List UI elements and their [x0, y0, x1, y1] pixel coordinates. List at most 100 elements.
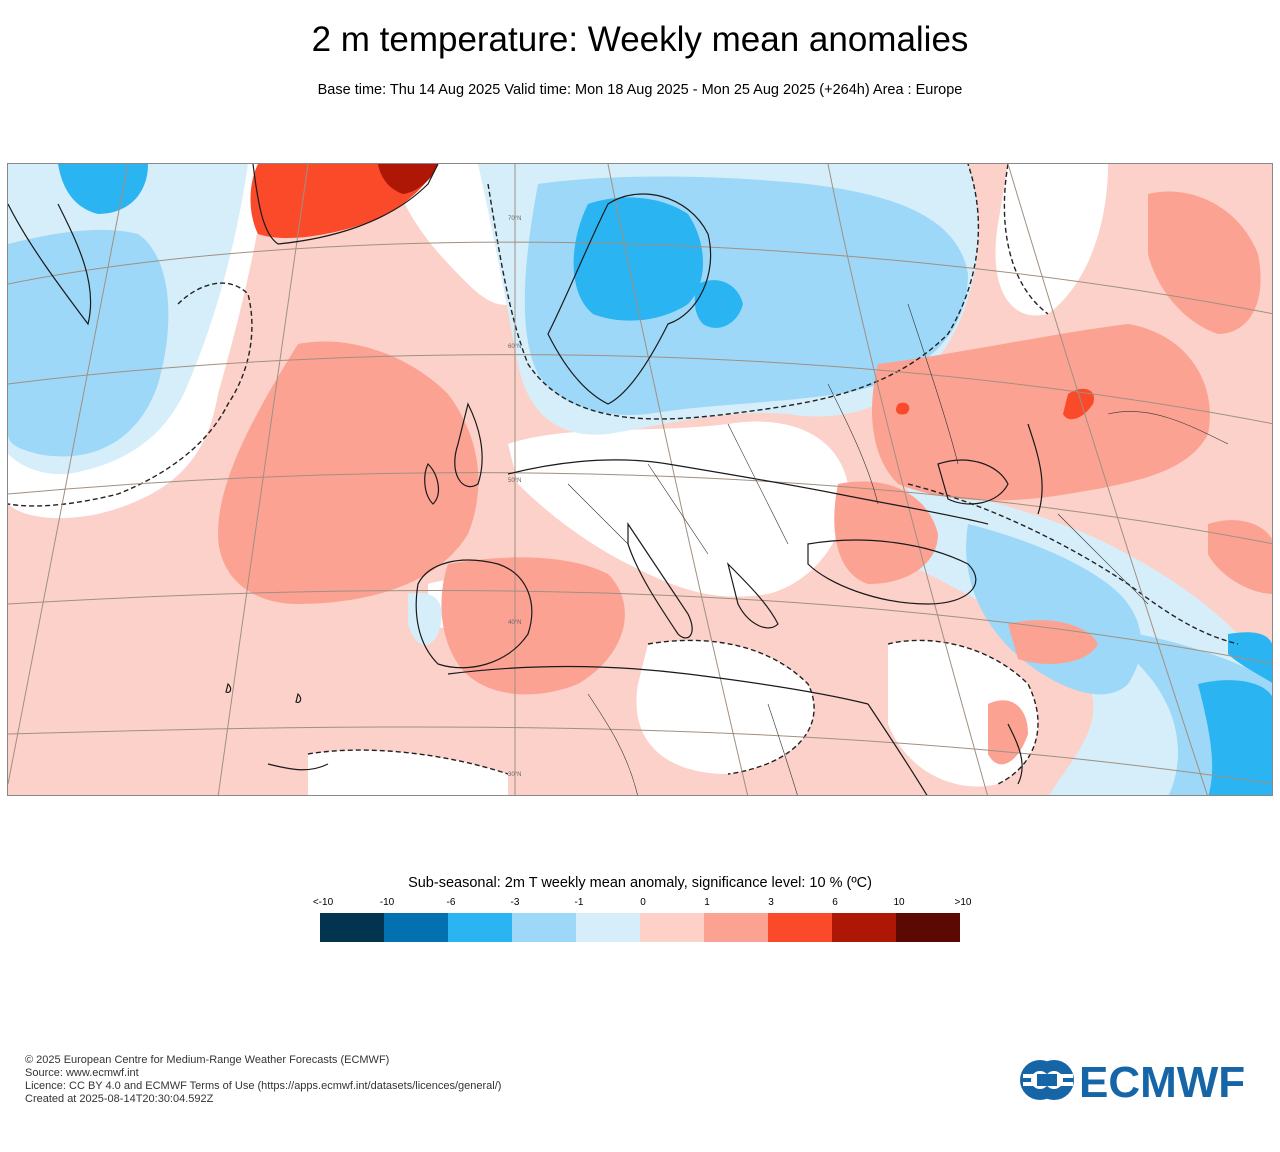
coast-caspian	[1027, 423, 1043, 515]
meridian-10w	[217, 164, 309, 795]
legend-swatch	[832, 913, 896, 942]
red-zone-iberia-med	[441, 557, 625, 695]
coast-canada	[8, 203, 92, 326]
coast-north-europe	[507, 459, 989, 525]
meridian-20e	[827, 164, 988, 795]
legend-colorbar	[320, 913, 960, 942]
meridian-10e	[607, 164, 749, 795]
strongred-zone-spot	[895, 402, 910, 415]
legend-swatch	[896, 913, 960, 942]
legend-swatch	[320, 913, 384, 942]
legend-ticks: <-10 -10 -6 -3 -1 0 1 3 6 10 >10	[0, 897, 1280, 911]
strongblue-zone-finland	[694, 280, 743, 328]
footer: © 2025 European Centre for Medium-Range …	[25, 1054, 501, 1106]
red-zone-northeast	[1148, 191, 1261, 334]
border-e	[907, 303, 959, 465]
legend-tick-label: >10	[954, 897, 972, 908]
footer-licence: Licence: CC BY 4.0 and ECMWF Terms of Us…	[25, 1080, 502, 1092]
legend-tick-label: -1	[574, 897, 584, 908]
legend-swatch	[576, 913, 640, 942]
legend-tick-label: <-10	[312, 897, 334, 908]
contour-south	[307, 749, 509, 775]
ecmwf-logo: ECMWF	[1017, 1057, 1257, 1107]
legend-swatch	[384, 913, 448, 942]
border-i	[767, 703, 798, 795]
map-svg: 70°N 60°N 50°N 40°N 30°N	[8, 164, 1272, 795]
darkred-zone-greenland	[378, 164, 438, 194]
legend-swatch	[704, 913, 768, 942]
coast-iberia	[415, 559, 533, 669]
red-zone-russia-kazakh	[872, 324, 1210, 501]
coast-canaries	[267, 763, 329, 771]
legend-swatch	[640, 913, 704, 942]
parallel-30	[8, 726, 1272, 785]
red-zone-east-edge	[1208, 520, 1272, 594]
lat-label-70: 70°N	[508, 216, 521, 222]
meridian-30e	[1007, 164, 1208, 795]
anomaly-map: 70°N 60°N 50°N 40°N 30°N	[7, 163, 1273, 796]
blue-zone-black-sea	[966, 524, 1142, 695]
coast-greece	[726, 562, 779, 629]
ecmwf-logo-text: ECMWF	[1079, 1058, 1245, 1103]
parallel-40	[8, 589, 1272, 665]
red-zone-atlantic	[218, 341, 479, 604]
parallel-50	[8, 472, 1272, 545]
coast-red-sea	[867, 703, 928, 795]
legend-tick-label: 6	[832, 897, 838, 908]
border-h	[587, 693, 638, 795]
contour-north	[487, 164, 980, 420]
white-zone-north	[995, 164, 1108, 316]
coast-north-africa	[447, 665, 869, 705]
coast-azores	[225, 682, 232, 694]
coast-british-isles	[454, 402, 483, 488]
border-c	[727, 423, 789, 545]
coast-black-sea	[937, 459, 1009, 505]
strongblue-zone-east-strip	[1228, 632, 1272, 683]
legend-tick-label: -10	[379, 897, 395, 908]
legend-tick-label: 1	[704, 897, 710, 908]
footer-created: Created at 2025-08-14T20:30:04.592Z	[25, 1093, 214, 1105]
coast-greenland	[252, 164, 439, 245]
border-d	[827, 383, 879, 505]
coastlines	[8, 164, 1043, 795]
contour-northeast	[1003, 164, 1049, 315]
blue-zone-west	[8, 229, 169, 457]
border-b	[647, 463, 709, 555]
lat-label-50: 50°N	[508, 478, 521, 484]
border-g	[1107, 411, 1229, 445]
lat-label-40: 40°N	[508, 620, 521, 626]
coast-turkey	[807, 539, 977, 605]
legend-swatch	[768, 913, 832, 942]
legend-title: Sub-seasonal: 2m T weekly mean anomaly, …	[408, 875, 872, 891]
graticule	[8, 164, 1272, 795]
meridian-20w	[8, 164, 129, 785]
legend-tick-label: -6	[446, 897, 456, 908]
chart-subtitle: Base time: Thu 14 Aug 2025 Valid time: M…	[317, 82, 963, 98]
lat-label-60: 60°N	[508, 344, 521, 350]
white-zone-south	[308, 750, 508, 795]
red-zone-arabia	[988, 700, 1028, 765]
border-a	[567, 483, 629, 545]
coast-madeira	[295, 692, 302, 704]
ecmwf-logo-svg: ECMWF	[1020, 1058, 1245, 1107]
legend-tick-label: -3	[510, 897, 520, 908]
legend-swatch	[512, 913, 576, 942]
footer-copyright: © 2025 European Centre for Medium-Range …	[25, 1054, 390, 1066]
coast-gulf	[1007, 723, 1023, 785]
coast-ireland	[424, 462, 440, 505]
red-zone-turkey	[834, 481, 938, 584]
legend-tick-label: 3	[768, 897, 774, 908]
coast-scandinavia	[547, 193, 712, 405]
white-zone-africa	[636, 640, 815, 774]
parallel-70	[8, 241, 1272, 315]
lat-label-30: 30°N	[508, 772, 521, 778]
strongblue-zone-east-edge	[1198, 680, 1272, 795]
borders	[567, 303, 1229, 795]
strongred-zone-kazakh	[1063, 388, 1094, 420]
chart-title: 2 m temperature: Weekly mean anomalies	[311, 20, 969, 59]
legend-swatch	[448, 913, 512, 942]
contour-africa	[647, 639, 815, 775]
parallel-60	[8, 354, 1272, 425]
border-f	[1057, 513, 1149, 605]
strongblue-zone-scandinavia	[573, 197, 703, 321]
